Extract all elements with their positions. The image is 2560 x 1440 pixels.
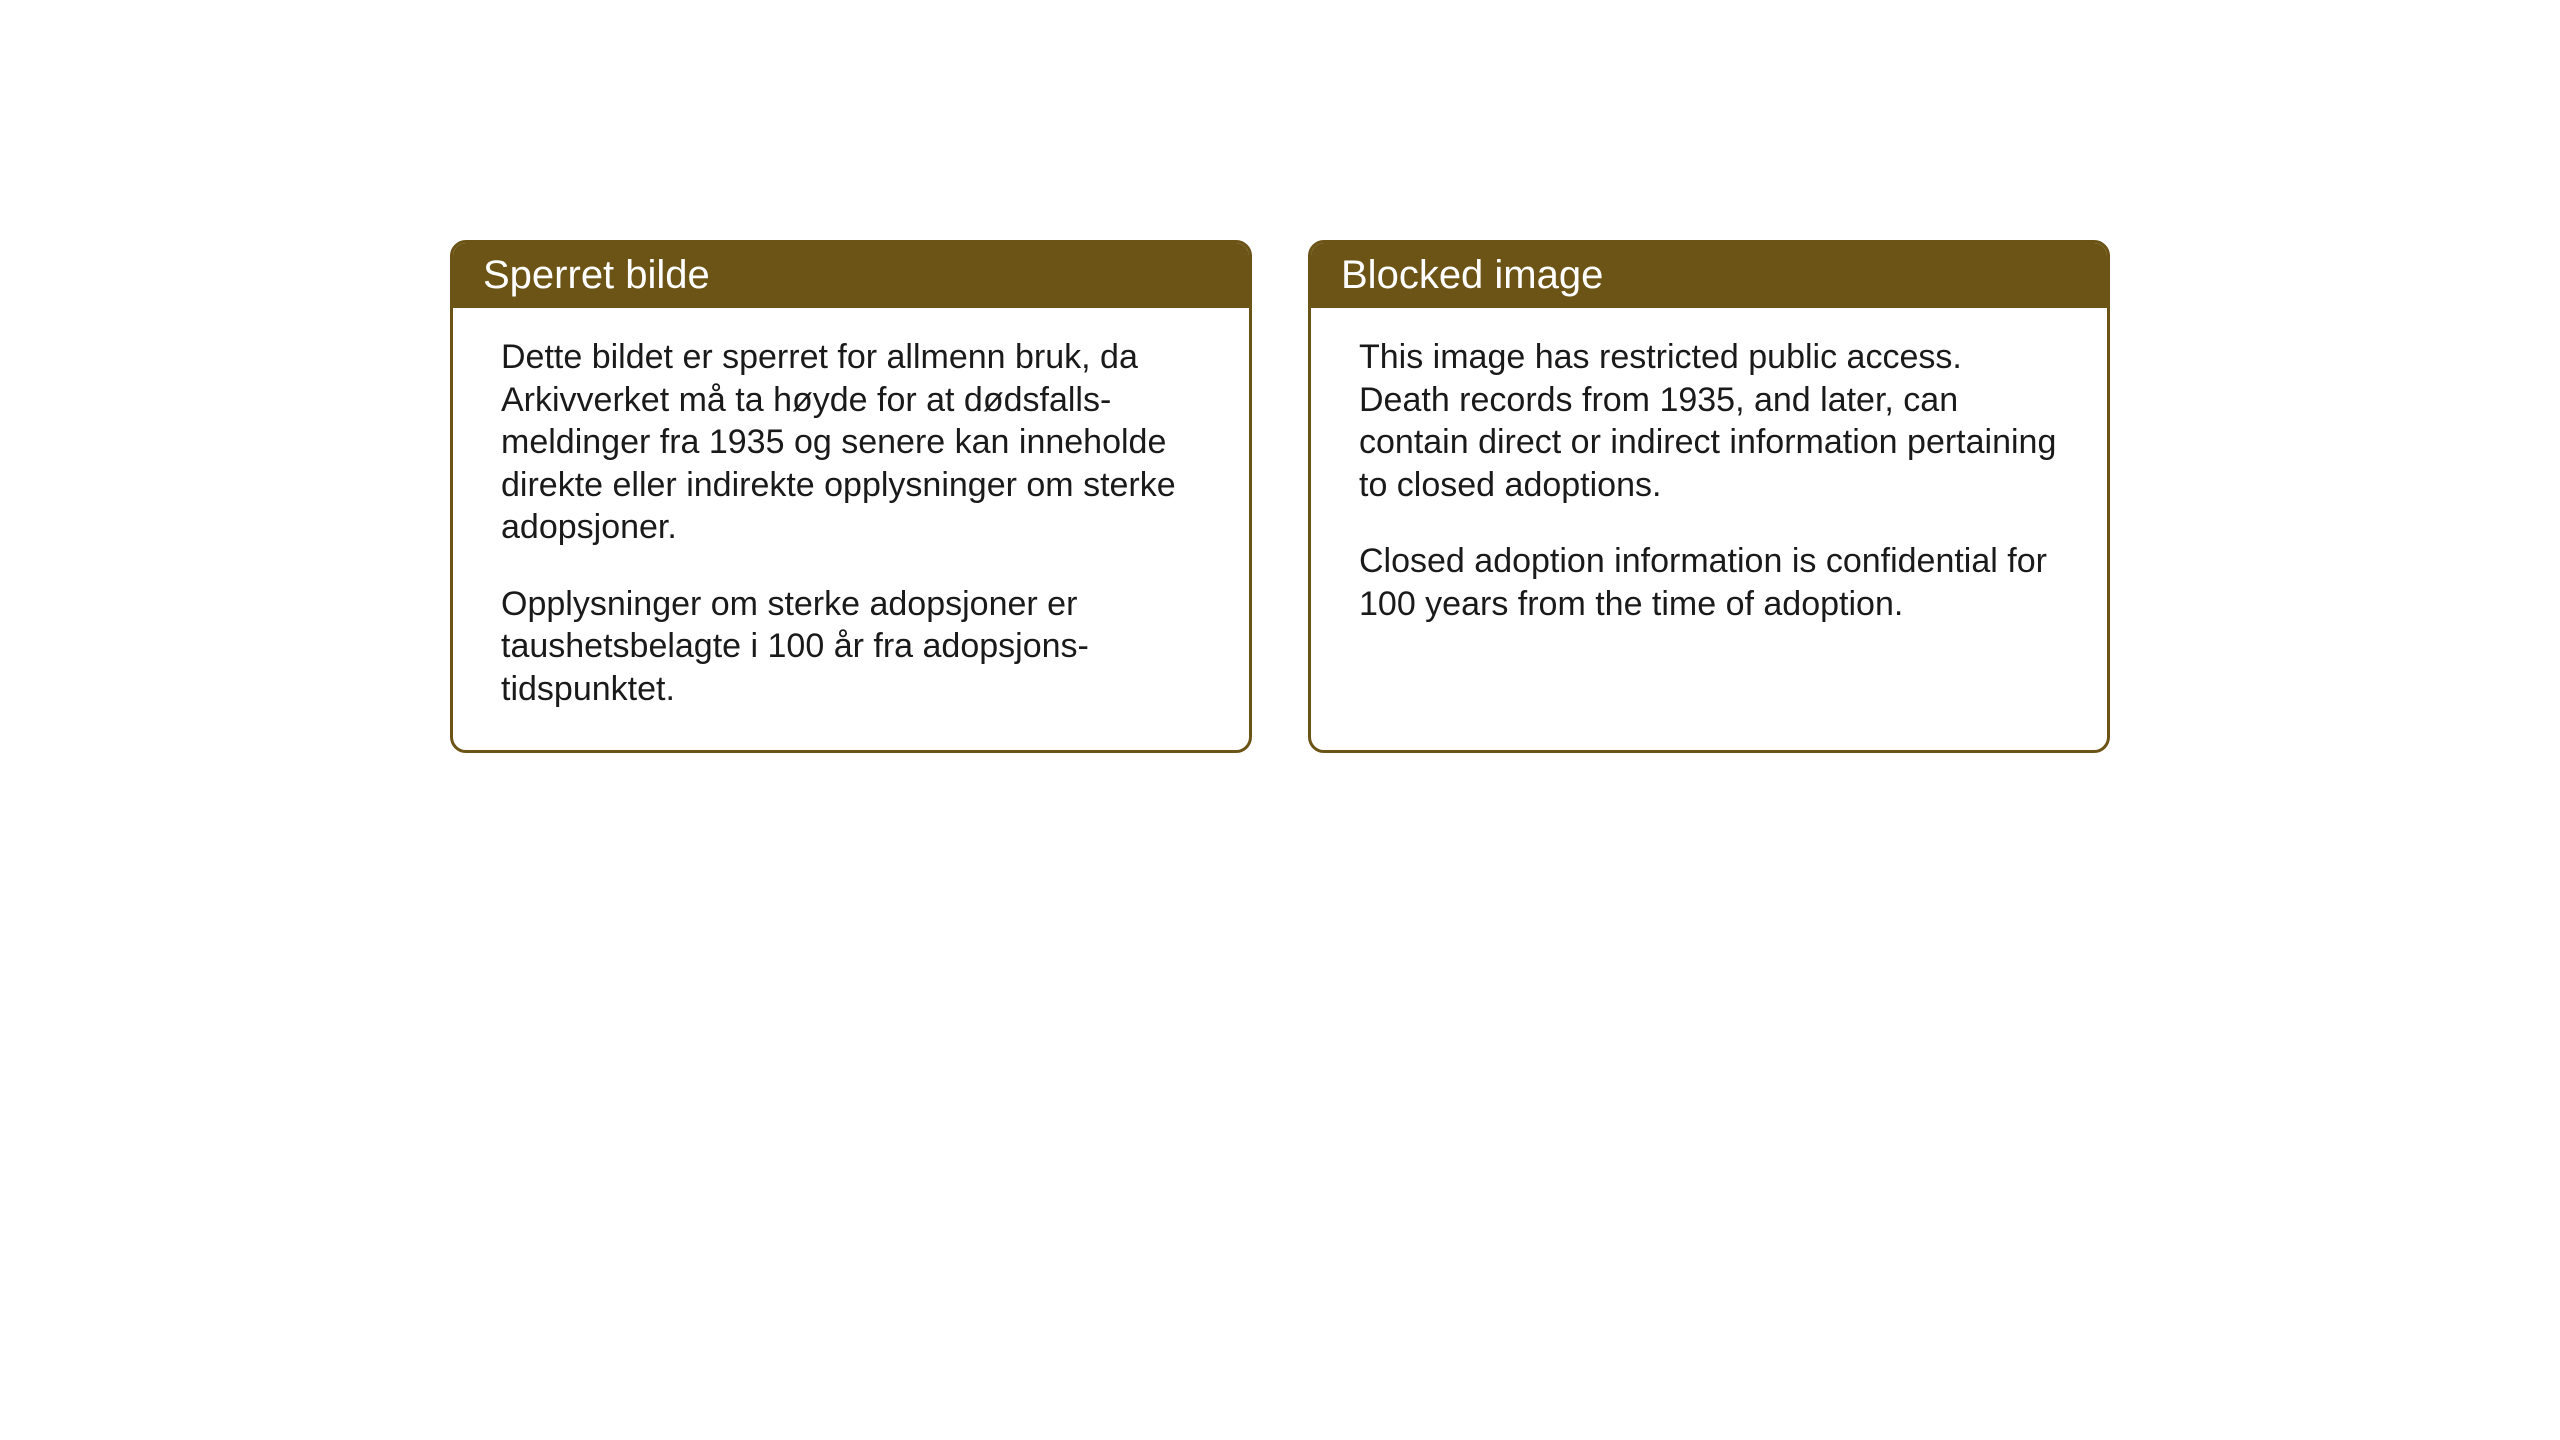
card-paragraph: Dette bildet er sperret for allmenn bruk… (501, 336, 1201, 549)
card-header-norwegian: Sperret bilde (453, 243, 1249, 308)
card-title: Sperret bilde (483, 253, 710, 297)
card-body-english: This image has restricted public access.… (1311, 308, 2107, 665)
card-paragraph: This image has restricted public access.… (1359, 336, 2059, 506)
notice-container: Sperret bilde Dette bildet er sperret fo… (450, 240, 2110, 753)
card-header-english: Blocked image (1311, 243, 2107, 308)
card-paragraph: Closed adoption information is confident… (1359, 540, 2059, 625)
card-body-norwegian: Dette bildet er sperret for allmenn bruk… (453, 308, 1249, 750)
notice-card-english: Blocked image This image has restricted … (1308, 240, 2110, 753)
card-title: Blocked image (1341, 253, 1603, 297)
card-paragraph: Opplysninger om sterke adopsjoner er tau… (501, 583, 1201, 711)
notice-card-norwegian: Sperret bilde Dette bildet er sperret fo… (450, 240, 1252, 753)
